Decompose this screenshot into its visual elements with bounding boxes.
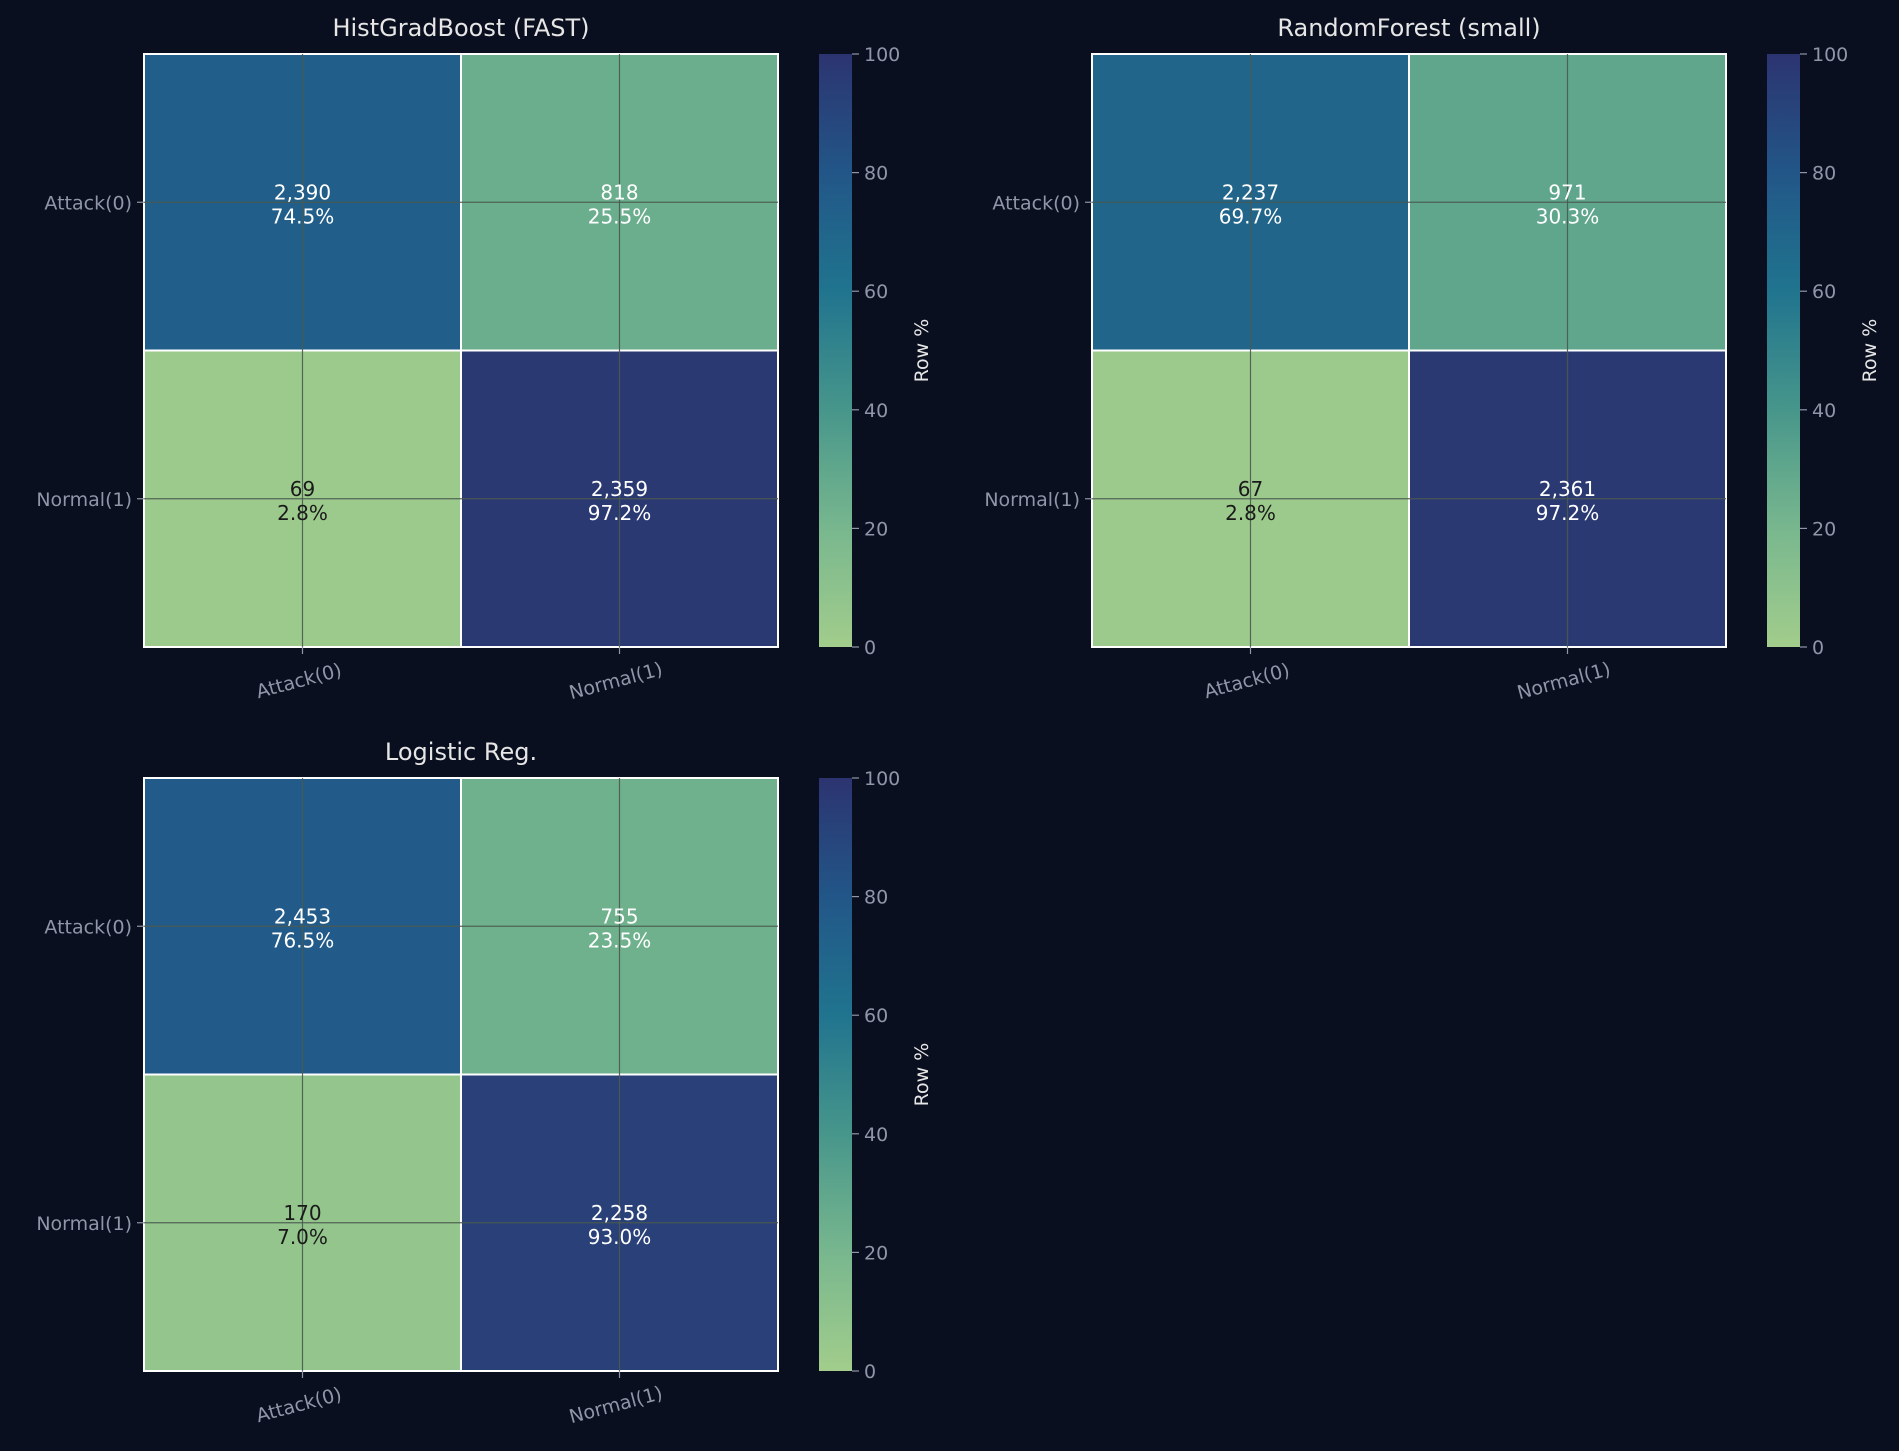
x-tick-label: Normal(1) (1515, 658, 1613, 704)
x-tick-label: Attack(0) (254, 1383, 344, 1427)
cell-percent-label: 23.5% (588, 928, 652, 952)
chart-title: Logistic Reg. (385, 738, 537, 766)
cell-count-label: 2,258 (591, 1201, 648, 1225)
colorbar-tick-label: 0 (864, 1361, 876, 1383)
cell-percent-label: 76.5% (271, 928, 335, 952)
cell-percent-label: 25.5% (588, 204, 652, 228)
colorbar-tick-label: 20 (864, 518, 888, 540)
colorbar-tick-label: 20 (864, 1242, 888, 1264)
colorbar (1767, 54, 1800, 647)
chart-title: RandomForest (small) (1277, 14, 1540, 42)
colorbar-tick-label: 40 (1812, 400, 1836, 422)
cell-count-label: 2,237 (1222, 180, 1279, 204)
colorbar-tick-label: 40 (864, 400, 888, 422)
x-tick-label: Attack(0) (254, 659, 344, 703)
cell-percent-label: 74.5% (271, 204, 335, 228)
cell-percent-label: 2.8% (277, 501, 328, 525)
cell-count-label: 170 (283, 1201, 321, 1225)
colorbar-tick-label: 80 (1812, 163, 1836, 185)
colorbar-tick-label: 100 (864, 44, 900, 66)
colorbar-tick-label: 20 (1812, 518, 1836, 540)
x-tick-label: Attack(0) (1202, 659, 1292, 703)
cell-count-label: 2,361 (1539, 477, 1596, 501)
y-tick-label: Attack(0) (992, 192, 1080, 214)
colorbar-tick-label: 0 (864, 637, 876, 659)
y-tick-label: Normal(1) (984, 489, 1080, 511)
colorbar-tick-label: 0 (1812, 637, 1824, 659)
chart-title: HistGradBoost (FAST) (332, 14, 589, 42)
colorbar (819, 54, 852, 647)
colorbar-tick-label: 60 (1812, 281, 1836, 303)
y-tick-label: Normal(1) (36, 489, 132, 511)
y-tick-label: Attack(0) (44, 916, 132, 938)
colorbar-tick-label: 60 (864, 281, 888, 303)
x-tick-label: Normal(1) (567, 658, 665, 704)
colorbar-tick-label: 100 (864, 768, 900, 790)
colorbar-tick-label: 80 (864, 163, 888, 185)
colorbar-label: Row % (1859, 319, 1881, 383)
cell-percent-label: 2.8% (1225, 501, 1276, 525)
cell-percent-label: 97.2% (588, 501, 652, 525)
cell-percent-label: 69.7% (1219, 204, 1283, 228)
colorbar (819, 778, 852, 1371)
cell-percent-label: 93.0% (588, 1225, 652, 1249)
cell-count-label: 971 (1548, 180, 1586, 204)
cell-percent-label: 30.3% (1536, 204, 1600, 228)
cell-count-label: 67 (1238, 477, 1263, 501)
cell-percent-label: 7.0% (277, 1225, 328, 1249)
colorbar-tick-label: 40 (864, 1124, 888, 1146)
cell-percent-label: 97.2% (1536, 501, 1600, 525)
y-tick-label: Attack(0) (44, 192, 132, 214)
y-tick-label: Normal(1) (36, 1213, 132, 1235)
cell-count-label: 755 (600, 904, 638, 928)
x-tick-label: Normal(1) (567, 1382, 665, 1428)
colorbar-label: Row % (911, 1043, 933, 1107)
colorbar-tick-label: 80 (864, 887, 888, 909)
cell-count-label: 2,390 (274, 180, 331, 204)
cell-count-label: 69 (290, 477, 315, 501)
cell-count-label: 2,359 (591, 477, 648, 501)
cell-count-label: 818 (600, 180, 638, 204)
colorbar-label: Row % (911, 319, 933, 383)
cell-count-label: 2,453 (274, 904, 331, 928)
colorbar-tick-label: 60 (864, 1005, 888, 1027)
colorbar-tick-label: 100 (1812, 44, 1848, 66)
